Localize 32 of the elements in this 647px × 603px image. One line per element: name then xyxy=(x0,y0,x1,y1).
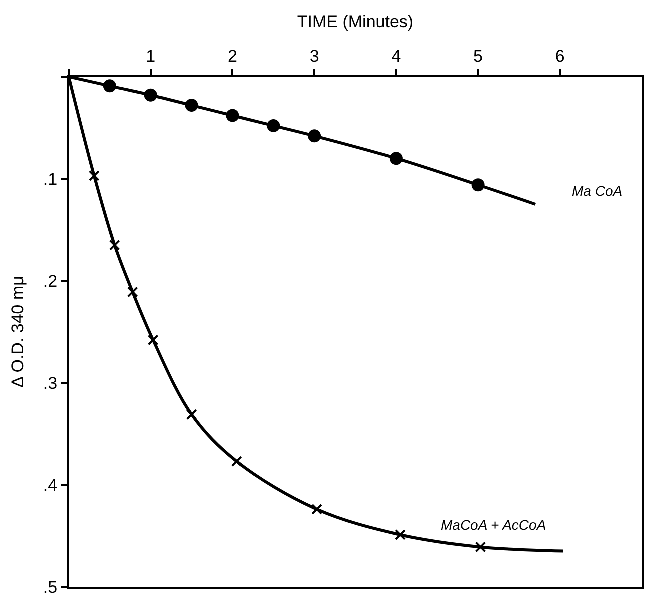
y-axis-title: Δ O.D. 340 mμ xyxy=(8,276,28,388)
x-tick-label: 4 xyxy=(392,47,402,66)
x-tick-label: 3 xyxy=(310,47,320,66)
point xyxy=(88,170,100,182)
y-tick-label: .4 xyxy=(43,476,58,495)
point xyxy=(148,334,159,346)
point xyxy=(186,409,198,420)
x-axis-title: TIME (Minutes) xyxy=(297,12,414,32)
point xyxy=(226,109,240,122)
x-tick-label: 2 xyxy=(228,47,238,66)
point xyxy=(127,286,138,298)
x-tick-label: 6 xyxy=(555,47,565,66)
point xyxy=(472,178,485,192)
y-tick-label: .5 xyxy=(43,578,58,597)
series-label: MaCoA + AcCoA xyxy=(441,517,546,533)
point xyxy=(144,88,158,102)
point xyxy=(395,529,406,540)
y-tick-label: .1 xyxy=(43,170,58,189)
point xyxy=(475,542,486,553)
text: Ma CoA xyxy=(572,183,623,199)
point xyxy=(308,130,322,143)
point xyxy=(109,240,120,251)
point xyxy=(390,152,403,166)
point xyxy=(267,119,280,132)
x-tick-label: 1 xyxy=(146,47,156,66)
y-tick-label: .2 xyxy=(43,272,58,291)
point xyxy=(103,80,116,93)
point xyxy=(231,456,242,468)
x-tick-label: 5 xyxy=(474,47,484,66)
point xyxy=(185,99,198,112)
point xyxy=(312,504,323,515)
y-tick-label: .3 xyxy=(43,374,58,393)
